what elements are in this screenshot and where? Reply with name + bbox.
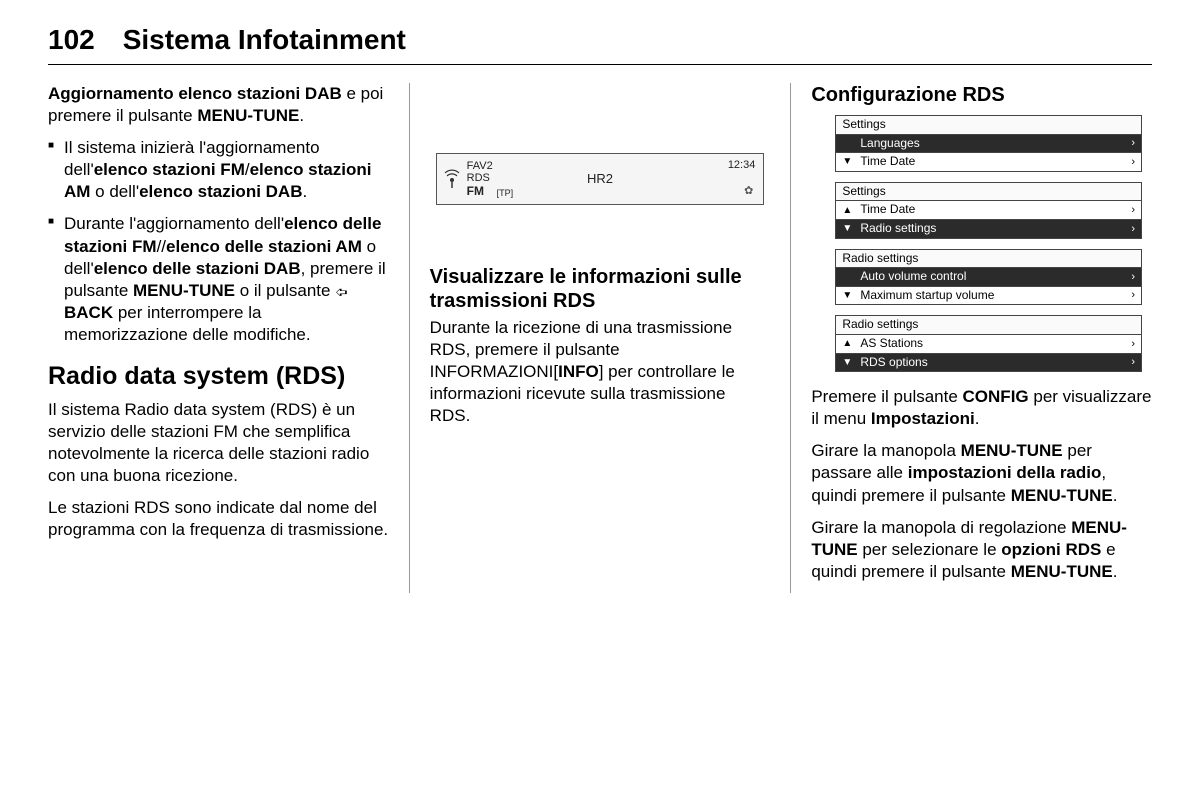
menu-item-label: Radio settings bbox=[860, 221, 936, 237]
radio-time: 12:34 bbox=[728, 158, 756, 172]
text: . bbox=[299, 106, 304, 125]
text: . bbox=[302, 182, 307, 201]
page-title: Sistema Infotainment bbox=[123, 24, 406, 56]
text: . bbox=[1113, 486, 1118, 505]
text: Girare la manopola di regolazione bbox=[811, 518, 1071, 537]
menu-item-label: Time Date bbox=[860, 154, 915, 170]
menu-item-label: Languages bbox=[860, 136, 919, 152]
rds-paragraph-2: Le stazioni RDS sono indicate dal nome d… bbox=[48, 497, 389, 541]
radio-tp: [TP] bbox=[497, 188, 514, 200]
text: Girare la manopola bbox=[811, 441, 960, 460]
settings-menu: Radio settings ▲ AS Stations › ▼ RDS opt… bbox=[835, 315, 1142, 372]
settings-menu: Settings ▲ Languages › ▼ Time Date › bbox=[835, 115, 1142, 172]
menu-item[interactable]: ▼ Time Date › bbox=[835, 153, 1142, 172]
chevron-right-icon: › bbox=[1131, 203, 1135, 217]
dab-list-label: elenco delle stazioni DAB bbox=[94, 259, 301, 278]
menu-tune-label: MENU-TUNE bbox=[197, 106, 299, 125]
chevron-right-icon: › bbox=[1131, 155, 1135, 169]
gear-icon: ✿ bbox=[744, 184, 753, 198]
dab-list-label: elenco stazioni DAB bbox=[139, 182, 302, 201]
menu-tune-label: MENU-TUNE bbox=[133, 281, 235, 300]
config-paragraph-1: Premere il pulsante CONFIG per visualizz… bbox=[811, 386, 1152, 430]
menu-item[interactable]: ▲ Time Date › bbox=[835, 201, 1142, 220]
down-icon: ▼ bbox=[840, 356, 854, 369]
radio-display: FAV2 RDS FM [TP] HR2 12:34 ✿ bbox=[436, 153, 765, 205]
up-icon: ▲ bbox=[840, 337, 854, 350]
menu-item-selected[interactable]: ▲ Auto volume control › bbox=[835, 268, 1142, 287]
menu-item-label: Time Date bbox=[860, 202, 915, 218]
menu-title: Radio settings bbox=[835, 249, 1142, 269]
text: . bbox=[1113, 562, 1118, 581]
menu-title: Radio settings bbox=[835, 315, 1142, 335]
menu-item-selected[interactable]: ▲ Languages › bbox=[835, 135, 1142, 154]
text: . bbox=[975, 409, 980, 428]
chevron-right-icon: › bbox=[1131, 337, 1135, 351]
menu-item-selected[interactable]: ▼ RDS options › bbox=[835, 354, 1142, 373]
text: // bbox=[157, 237, 166, 256]
menu-item-label: RDS options bbox=[860, 355, 927, 371]
bullet-item: Durante l'aggiornamento dell' elenco dell… bbox=[48, 213, 389, 346]
fm-list-label: elenco stazioni FM bbox=[94, 160, 245, 179]
rds-heading: Radio data system (RDS) bbox=[48, 360, 389, 393]
menu-title: Settings bbox=[835, 115, 1142, 135]
menu-tune-label: MENU-TUNE bbox=[1011, 486, 1113, 505]
rds-info-heading: Visualizzare le informazioni sulle trasm… bbox=[430, 265, 771, 313]
settings-label: Impostazioni bbox=[871, 409, 975, 428]
chevron-right-icon: › bbox=[1131, 355, 1135, 369]
chevron-right-icon: › bbox=[1131, 136, 1135, 150]
back-label: BACK bbox=[64, 303, 113, 322]
down-icon: ▼ bbox=[840, 289, 854, 302]
chevron-right-icon: › bbox=[1131, 288, 1135, 302]
up-icon: ▲ bbox=[840, 270, 854, 283]
radio-settings-label: impostazioni della radio bbox=[908, 463, 1102, 482]
text: per selezionare le bbox=[858, 540, 1002, 559]
column-3: Configurazione RDS Settings ▲ Languages … bbox=[793, 83, 1152, 593]
bullet-item: Il sistema inizierà l'aggiornamento dell… bbox=[48, 137, 389, 203]
radio-station: HR2 bbox=[437, 171, 764, 188]
config-paragraph-3: Girare la manopola di regolazione MENU-T… bbox=[811, 517, 1152, 583]
settings-menu: Settings ▲ Time Date › ▼ Radio settings … bbox=[835, 182, 1142, 239]
dab-update-label: Aggiornamento elenco stazioni DAB bbox=[48, 84, 342, 103]
rds-config-heading: Configurazione RDS bbox=[811, 83, 1152, 107]
rds-info-paragraph: Durante la ricezione di una trasmissione… bbox=[430, 317, 771, 427]
back-icon: ➪ bbox=[335, 283, 348, 303]
menu-item-selected[interactable]: ▼ Radio settings › bbox=[835, 220, 1142, 239]
rds-paragraph-1: Il sistema Radio data system (RDS) è un … bbox=[48, 399, 389, 487]
header-rule bbox=[48, 64, 1152, 65]
page-header: 102 Sistema Infotainment bbox=[48, 24, 1152, 56]
menu-item[interactable]: ▲ AS Stations › bbox=[835, 335, 1142, 354]
menu-item-label: Maximum startup volume bbox=[860, 288, 994, 304]
menu-tune-label: MENU-TUNE bbox=[1011, 562, 1113, 581]
info-label: INFO bbox=[558, 362, 599, 381]
dab-update-paragraph: Aggiornamento elenco stazioni DAB e poi … bbox=[48, 83, 389, 127]
column-divider bbox=[790, 83, 791, 593]
menu-tune-label: MENU-TUNE bbox=[961, 441, 1063, 460]
menu-item-label: Auto volume control bbox=[860, 269, 966, 285]
down-icon: ▼ bbox=[840, 222, 854, 235]
text: o dell' bbox=[90, 182, 139, 201]
up-icon: ▲ bbox=[840, 204, 854, 217]
text: Durante l'aggiornamento dell' bbox=[64, 214, 284, 233]
page-number: 102 bbox=[48, 24, 95, 56]
column-1: Aggiornamento elenco stazioni DAB e poi … bbox=[48, 83, 407, 593]
menu-item-label: AS Stations bbox=[860, 336, 923, 352]
down-icon: ▼ bbox=[840, 155, 854, 168]
chevron-right-icon: › bbox=[1131, 222, 1135, 236]
menu-title: Settings bbox=[835, 182, 1142, 202]
text: o il pulsante bbox=[235, 281, 335, 300]
column-divider bbox=[409, 83, 410, 593]
up-icon: ▲ bbox=[840, 137, 854, 150]
settings-menu: Radio settings ▲ Auto volume control › ▼… bbox=[835, 249, 1142, 306]
config-paragraph-2: Girare la manopola MENU-TUNE per passare… bbox=[811, 440, 1152, 506]
menu-item[interactable]: ▼ Maximum startup volume › bbox=[835, 287, 1142, 306]
am-list-label: elenco delle stazioni AM bbox=[166, 237, 362, 256]
text: Premere il pulsante bbox=[811, 387, 962, 406]
chevron-right-icon: › bbox=[1131, 270, 1135, 284]
rds-options-label: opzioni RDS bbox=[1001, 540, 1101, 559]
column-2: FAV2 RDS FM [TP] HR2 12:34 ✿ Visualizzar… bbox=[412, 83, 789, 593]
config-label: CONFIG bbox=[963, 387, 1029, 406]
